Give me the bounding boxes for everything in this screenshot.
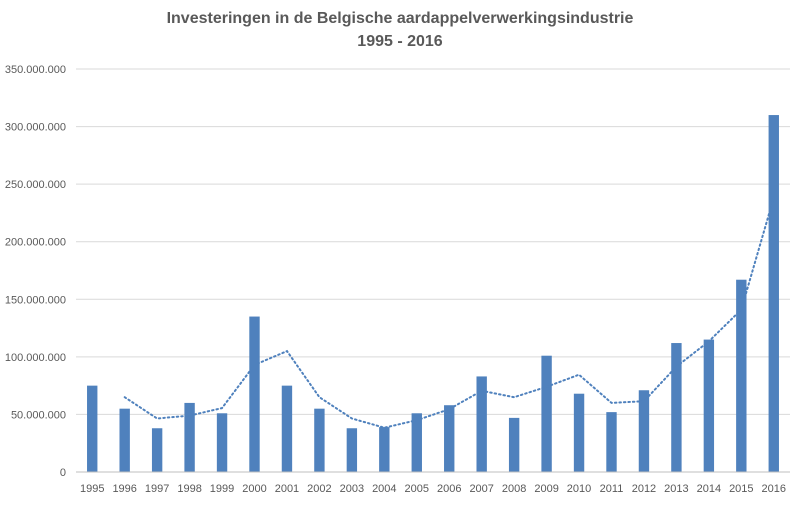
x-tick-label: 1998 bbox=[177, 483, 201, 495]
x-tick-label: 2007 bbox=[469, 483, 493, 495]
x-tick-label: 2003 bbox=[340, 483, 364, 495]
trendline bbox=[123, 196, 775, 429]
bar bbox=[216, 413, 228, 472]
x-tick-label: 2009 bbox=[534, 483, 558, 495]
bar bbox=[703, 339, 715, 472]
chart-subtitle: 1995 - 2016 bbox=[357, 33, 443, 50]
x-tick-label: 2012 bbox=[632, 483, 656, 495]
y-tick-label: 200.000.000 bbox=[5, 237, 66, 249]
bar bbox=[346, 428, 358, 472]
bar bbox=[184, 402, 195, 472]
x-tick-label: 2006 bbox=[437, 483, 461, 495]
bar bbox=[541, 355, 552, 472]
bar bbox=[151, 428, 163, 472]
y-tick-label: 100.000.000 bbox=[5, 352, 66, 364]
bar bbox=[379, 427, 390, 472]
bar bbox=[606, 412, 617, 472]
y-tick-label: 0 bbox=[60, 467, 66, 479]
x-tick-label: 2015 bbox=[729, 483, 753, 495]
x-tick-label: 2001 bbox=[275, 483, 299, 495]
y-tick-label: 350.000.000 bbox=[5, 64, 66, 76]
bar bbox=[638, 390, 650, 472]
bar bbox=[281, 385, 293, 472]
x-tick-label: 2010 bbox=[567, 483, 591, 495]
y-tick-label: 50.000.000 bbox=[11, 409, 66, 421]
x-tick-label: 2008 bbox=[502, 483, 526, 495]
bar bbox=[508, 417, 520, 472]
bars bbox=[87, 115, 779, 473]
bar bbox=[476, 376, 487, 472]
bar bbox=[444, 405, 455, 472]
bar bbox=[249, 316, 260, 472]
x-tick-label: 1997 bbox=[145, 483, 169, 495]
bar bbox=[671, 343, 682, 472]
y-tick-label: 250.000.000 bbox=[5, 179, 66, 191]
x-tick-label: 2000 bbox=[242, 483, 266, 495]
x-tick-label: 2016 bbox=[762, 483, 786, 495]
bar bbox=[768, 115, 779, 473]
x-tick-label: 2004 bbox=[372, 483, 396, 495]
bar bbox=[119, 408, 130, 472]
x-tick-label: 1995 bbox=[80, 483, 104, 495]
y-axis-tick-labels: 0 50.000.000 100.000.000 150.000.000 200.000… bbox=[5, 64, 66, 479]
trendline-group bbox=[123, 196, 775, 429]
chart-title: Investeringen in de Belgische aardappelv… bbox=[167, 10, 634, 27]
bar bbox=[736, 279, 747, 472]
bar bbox=[87, 385, 98, 472]
y-tick-label: 150.000.000 bbox=[5, 294, 66, 306]
bar bbox=[411, 413, 422, 472]
y-tick-label: 300.000.000 bbox=[5, 122, 66, 134]
x-tick-label: 2013 bbox=[664, 483, 688, 495]
x-axis-tick-labels: 1995 1996 1997 1998 1999 2000 2001 2002 2003 2004… bbox=[80, 483, 786, 495]
bar bbox=[314, 408, 325, 472]
x-tick-label: 1996 bbox=[112, 483, 136, 495]
gridlines bbox=[76, 68, 790, 415]
x-tick-label: 2002 bbox=[307, 483, 331, 495]
x-tick-label: 1999 bbox=[210, 483, 234, 495]
x-tick-label: 2005 bbox=[405, 483, 429, 495]
x-tick-label: 2014 bbox=[697, 483, 721, 495]
x-tick-label: 2011 bbox=[600, 483, 624, 495]
bar bbox=[573, 393, 585, 472]
